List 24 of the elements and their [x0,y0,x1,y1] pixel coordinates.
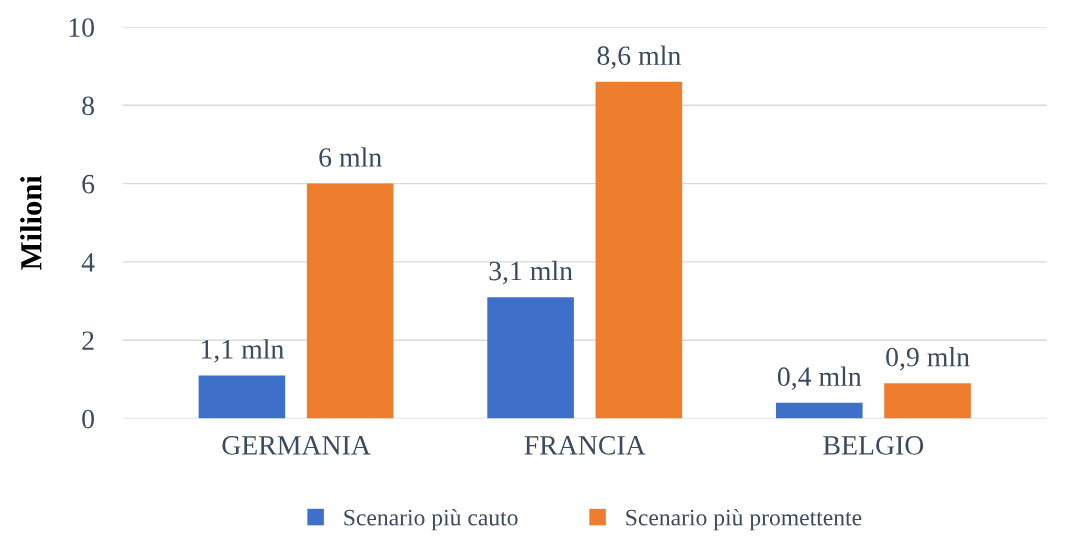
x-tick-label: GERMANIA [222,436,371,455]
data-label: 0,9 mln [886,346,970,371]
data-label: 1,1 mln [201,339,284,363]
legend-label: Scenario più cauto [344,508,518,531]
data-label: 3,1 mln [489,260,573,285]
y-tick-label: 6 [82,174,95,194]
x-tick-label: BELGIO [823,436,924,455]
bar [487,297,574,419]
bar [884,383,971,419]
data-label: 6 mln [319,147,382,167]
y-tick-label: 10 [69,18,94,37]
y-tick-label: 0 [82,409,94,429]
x-tick-label: FRANCIA [524,436,646,455]
y-axis-title: Milioni [20,175,42,270]
y-tick-label: 2 [82,331,94,350]
y-tick-label: 4 [81,253,95,272]
bar [198,375,286,419]
data-label: 0,4 mln [777,366,862,391]
bar [306,183,394,419]
y-tick-label: 8 [82,96,94,116]
legend-label: Scenario più promettente [626,508,862,531]
bar [775,402,863,419]
data-label: 8,6 mln [597,45,681,70]
bar [595,81,683,419]
